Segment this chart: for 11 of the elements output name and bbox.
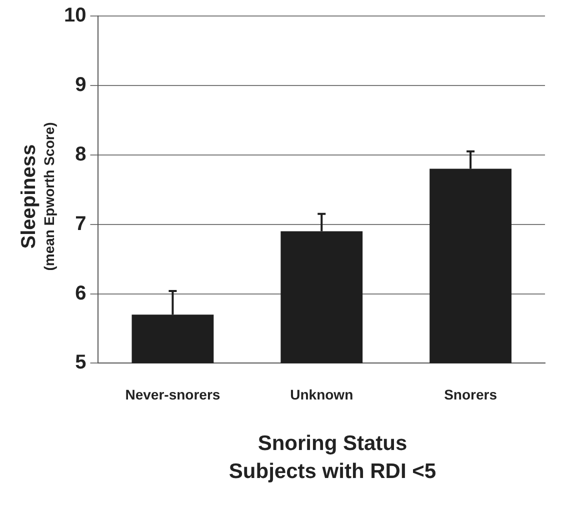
y-tick-label: 9 <box>75 74 86 96</box>
y-axis-title: Sleepiness (mean Epworth Score) <box>18 121 57 273</box>
y-tick-label: 5 <box>75 352 86 374</box>
x-tick-label: Snorers <box>444 386 498 402</box>
x-axis-title: Snoring Status Subjects with RDI <5 <box>228 431 438 485</box>
y-tick-label: 10 <box>64 4 86 27</box>
x-tick-label: Never-snorers <box>125 386 220 402</box>
y-tick-label: 6 <box>75 282 86 304</box>
x-tick-label: Unknown <box>290 386 354 402</box>
y-tick-label: 7 <box>75 212 86 235</box>
y-tick-label: 8 <box>75 143 86 166</box>
